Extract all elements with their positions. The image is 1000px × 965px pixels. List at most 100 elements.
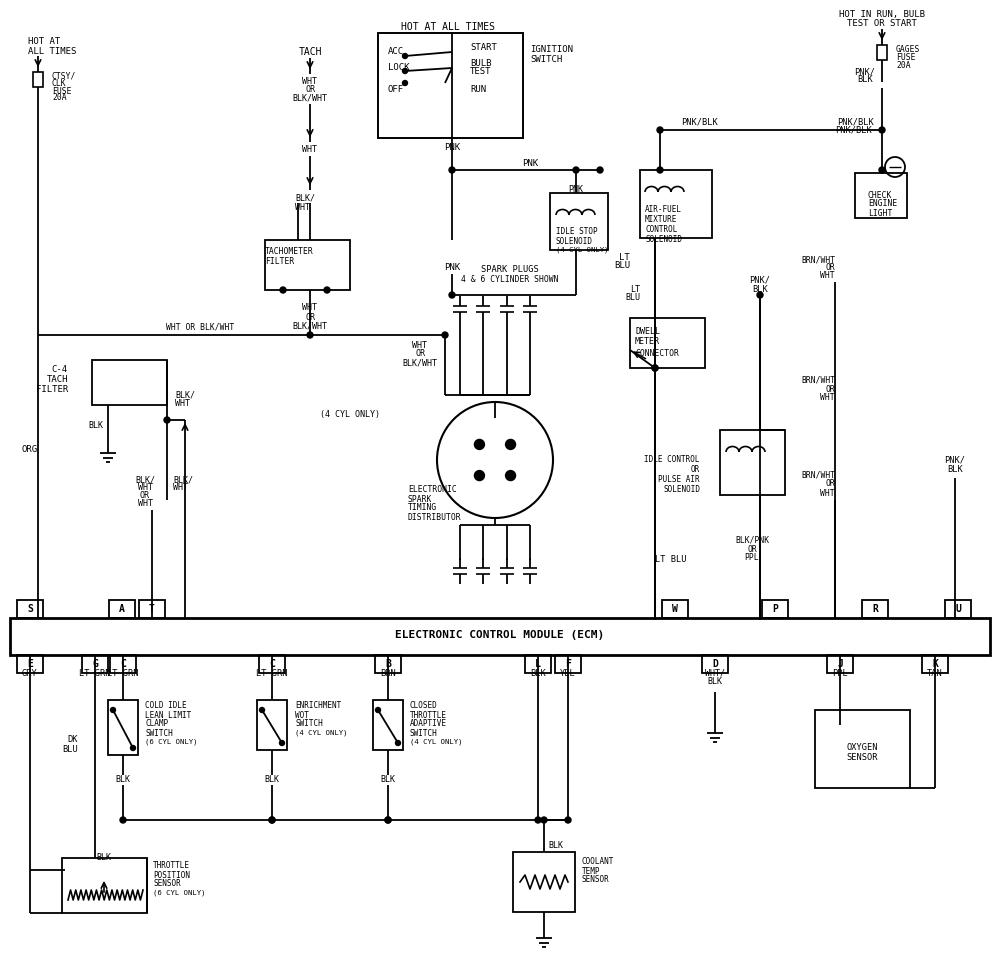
Text: THROTTLE: THROTTLE: [410, 710, 447, 720]
Text: TACH: TACH: [298, 47, 322, 57]
Bar: [259, 655, 285, 673]
Text: SOLENOID: SOLENOID: [645, 235, 682, 244]
Text: 20A: 20A: [52, 94, 67, 102]
Text: (4 CYL ONLY): (4 CYL ONLY): [320, 410, 380, 420]
Text: MIXTURE: MIXTURE: [645, 215, 677, 225]
Text: BRN/WHT: BRN/WHT: [801, 256, 835, 264]
Text: CONNECTOR: CONNECTOR: [635, 349, 679, 359]
Text: OXYGEN: OXYGEN: [846, 742, 878, 752]
Text: D: D: [712, 659, 718, 669]
Bar: [862, 600, 888, 618]
Bar: [877, 45, 887, 60]
Text: LT GRN: LT GRN: [79, 669, 111, 677]
Bar: [720, 430, 785, 495]
Text: ACC: ACC: [388, 47, 404, 57]
Text: OR: OR: [691, 465, 700, 475]
Circle shape: [307, 332, 313, 338]
Text: START: START: [470, 43, 497, 52]
Circle shape: [657, 127, 663, 133]
Text: SOLENOID: SOLENOID: [663, 485, 700, 494]
Circle shape: [120, 817, 126, 823]
Text: F: F: [565, 659, 571, 669]
Text: SENSOR: SENSOR: [153, 879, 181, 889]
Circle shape: [385, 817, 391, 823]
Text: BRN: BRN: [380, 669, 396, 677]
Circle shape: [449, 292, 455, 298]
Circle shape: [474, 439, 484, 450]
Text: DISTRIBUTOR: DISTRIBUTOR: [408, 512, 462, 521]
Text: ALL TIMES: ALL TIMES: [28, 46, 76, 56]
Text: HOT AT: HOT AT: [28, 38, 60, 46]
Text: BLU: BLU: [614, 262, 630, 270]
Text: LT GRN: LT GRN: [256, 669, 288, 677]
Text: ENRICHMENT: ENRICHMENT: [295, 702, 341, 710]
Text: BLK: BLK: [380, 776, 396, 785]
Bar: [62, 858, 147, 913]
Text: RUN: RUN: [470, 85, 486, 94]
Text: BRN/WHT: BRN/WHT: [801, 471, 835, 480]
Text: DWELL: DWELL: [635, 327, 660, 337]
Bar: [265, 240, 350, 290]
Text: PPL: PPL: [745, 554, 759, 563]
Bar: [375, 655, 401, 673]
Text: BLK: BLK: [708, 677, 722, 686]
Circle shape: [402, 80, 408, 86]
Text: (6 CYL ONLY): (6 CYL ONLY): [153, 890, 206, 896]
Text: (4 CYL ONLY): (4 CYL ONLY): [556, 247, 608, 253]
Text: TIMING: TIMING: [408, 504, 437, 512]
Circle shape: [657, 167, 663, 173]
Text: L: L: [535, 659, 541, 669]
Text: G: G: [92, 659, 98, 669]
Text: TEMP: TEMP: [582, 867, 600, 875]
Text: HOT AT ALL TIMES: HOT AT ALL TIMES: [401, 22, 495, 32]
Circle shape: [541, 817, 547, 823]
Text: IDLE STOP: IDLE STOP: [556, 228, 598, 236]
Text: WHT: WHT: [295, 203, 310, 211]
Bar: [550, 193, 608, 250]
Text: WHT: WHT: [820, 488, 835, 498]
Text: WHT OR BLK/WHT: WHT OR BLK/WHT: [166, 322, 234, 332]
Circle shape: [442, 332, 448, 338]
Circle shape: [879, 127, 885, 133]
Text: WHT: WHT: [302, 77, 318, 87]
Text: B: B: [385, 659, 391, 669]
Text: BLK: BLK: [548, 841, 564, 849]
Bar: [378, 33, 523, 138]
Text: BRN/WHT: BRN/WHT: [801, 375, 835, 384]
Text: BLK/WHT: BLK/WHT: [292, 321, 328, 330]
Text: ENGINE: ENGINE: [868, 200, 897, 208]
Circle shape: [130, 746, 136, 751]
Text: CONTROL: CONTROL: [645, 226, 677, 234]
Text: TEST: TEST: [470, 68, 492, 76]
Text: WHT: WHT: [302, 146, 318, 154]
Text: SWITCH: SWITCH: [410, 729, 438, 737]
Circle shape: [573, 167, 579, 173]
Circle shape: [280, 287, 286, 293]
Text: OR: OR: [825, 480, 835, 488]
Text: BLK/WHT: BLK/WHT: [402, 359, 438, 368]
Text: FUSE: FUSE: [896, 53, 916, 63]
Text: ORG: ORG: [22, 446, 38, 455]
Text: 20A: 20A: [896, 62, 911, 70]
Text: TAN: TAN: [927, 669, 943, 677]
Text: CHECK: CHECK: [868, 190, 892, 200]
Text: PNK/: PNK/: [750, 275, 770, 285]
Text: BLK/PNK: BLK/PNK: [735, 536, 769, 544]
Text: OR: OR: [415, 349, 425, 359]
Text: BLK/WHT: BLK/WHT: [292, 94, 328, 102]
Circle shape: [280, 740, 285, 746]
Bar: [373, 700, 403, 750]
Bar: [17, 600, 43, 618]
Circle shape: [565, 817, 571, 823]
Bar: [110, 655, 136, 673]
Text: SPARK PLUGS: SPARK PLUGS: [481, 265, 539, 274]
Text: R: R: [872, 604, 878, 614]
Text: S: S: [27, 604, 33, 614]
Text: SPARK: SPARK: [408, 494, 432, 504]
Circle shape: [164, 417, 170, 423]
Text: LEAN LIMIT: LEAN LIMIT: [145, 710, 191, 720]
Text: (4 CYL ONLY): (4 CYL ONLY): [410, 739, 462, 745]
Text: SWITCH: SWITCH: [295, 720, 323, 729]
Text: CLK: CLK: [52, 79, 67, 89]
Circle shape: [597, 167, 603, 173]
